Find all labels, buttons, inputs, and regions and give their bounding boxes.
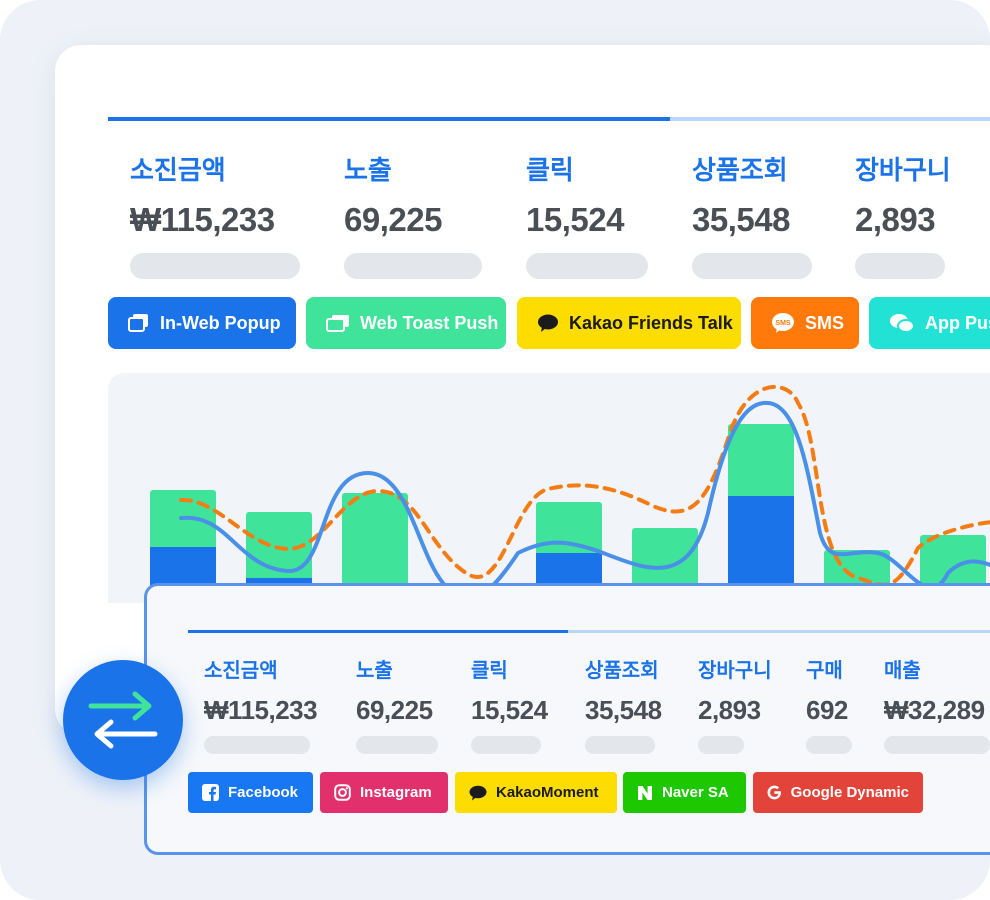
chat-bubble-icon xyxy=(469,785,487,800)
chip-label: Instagram xyxy=(360,784,432,801)
chart-svg xyxy=(150,384,990,603)
sms-icon: SMS xyxy=(772,313,794,333)
metric-value: 2,893 xyxy=(698,695,761,725)
metric-value: 35,548 xyxy=(692,201,790,238)
chip-instagram[interactable]: Instagram xyxy=(320,772,448,813)
chip-label: App Push xyxy=(925,312,990,333)
metric-value: 69,225 xyxy=(356,695,433,725)
ad-metric-impressions: 노출 69,225 xyxy=(356,654,438,754)
metric-skeleton-bar xyxy=(884,736,990,754)
svg-text:SMS: SMS xyxy=(775,320,791,327)
metric-skeleton-bar xyxy=(344,253,482,279)
metric-skeleton-bar xyxy=(471,736,541,754)
ad-metric-revenue: 매출 ₩32,289 xyxy=(884,654,990,754)
toast-icon xyxy=(326,315,349,332)
chip-naver-sa[interactable]: Naver SA xyxy=(623,772,746,813)
ad-metric-purchase: 구매 692 xyxy=(806,654,852,754)
bar-3-green xyxy=(342,493,408,603)
metric-clicks: 클릭 15,524 xyxy=(526,150,648,279)
metric-label: 장바구니 xyxy=(698,660,772,682)
metric-impressions: 노출 69,225 xyxy=(344,150,482,279)
ad-metric-product-views: 상품조회 35,548 xyxy=(585,654,662,754)
progress-bar-secondary xyxy=(188,630,990,633)
metric-value: ₩115,233 xyxy=(204,695,318,725)
metric-value: 692 xyxy=(806,695,848,725)
metric-value: 15,524 xyxy=(526,201,624,238)
metric-value: 69,225 xyxy=(344,201,442,238)
metric-label: 소진금액 xyxy=(130,155,226,185)
dashed-trend-line xyxy=(179,384,990,587)
metric-label: 장바구니 xyxy=(855,155,951,185)
performance-chart xyxy=(108,373,990,603)
metric-label: 매출 xyxy=(884,660,921,682)
chip-facebook[interactable]: Facebook xyxy=(188,772,313,813)
ad-metric-clicks: 클릭 15,524 xyxy=(471,654,548,754)
metric-label: 소진금액 xyxy=(204,660,278,682)
ad-metric-cart: 장바구니 2,893 xyxy=(698,654,772,754)
metric-value: 35,548 xyxy=(585,695,662,725)
chip-web-toast-push[interactable]: Web Toast Push xyxy=(306,297,506,349)
metric-value: 15,524 xyxy=(471,695,548,725)
metric-product-views: 상품조회 35,548 xyxy=(692,150,812,279)
facebook-icon xyxy=(202,784,219,801)
metric-skeleton-bar xyxy=(356,736,438,754)
swap-arrows-icon xyxy=(88,691,158,749)
naver-icon xyxy=(638,785,652,800)
metric-skeleton-bar xyxy=(806,736,852,754)
metric-label: 상품조회 xyxy=(585,660,659,682)
metric-label: 상품조회 xyxy=(692,155,788,185)
metric-label: 클릭 xyxy=(471,660,508,682)
chat-bubbles-icon xyxy=(890,314,915,333)
instagram-icon xyxy=(334,784,351,801)
chip-kakao-friends-talk[interactable]: Kakao Friends Talk xyxy=(517,297,741,349)
metric-skeleton-bar xyxy=(526,253,648,279)
metric-label: 클릭 xyxy=(526,155,574,185)
chip-label: Google Dynamic xyxy=(790,784,909,801)
google-icon xyxy=(767,785,781,800)
metric-label: 노출 xyxy=(344,155,392,185)
bar-6-green xyxy=(728,424,794,499)
metric-skeleton-bar xyxy=(855,253,945,279)
chip-label: Kakao Friends Talk xyxy=(569,312,733,333)
popup-icon xyxy=(128,314,148,332)
progress-bar xyxy=(108,117,990,121)
chat-bubble-icon xyxy=(538,314,558,332)
metric-label: 구매 xyxy=(806,660,843,682)
chip-in-web-popup[interactable]: In-Web Popup xyxy=(108,297,296,349)
metric-label: 노출 xyxy=(356,660,393,682)
metric-spend: 소진금액 ₩115,233 xyxy=(130,150,300,279)
swap-button[interactable] xyxy=(63,660,183,780)
metric-skeleton-bar xyxy=(698,736,744,754)
metric-value: ₩32,289 xyxy=(884,695,985,725)
chip-label: SMS xyxy=(805,312,845,333)
chart-bars xyxy=(150,424,986,603)
solid-trend-line xyxy=(179,400,990,601)
chip-sms[interactable]: SMS SMS xyxy=(751,297,859,349)
metric-cart: 장바구니 2,893 xyxy=(855,150,951,279)
metric-skeleton-bar xyxy=(692,253,812,279)
chip-label: Facebook xyxy=(228,784,299,801)
metric-skeleton-bar xyxy=(585,736,655,754)
chip-google-dynamic[interactable]: Google Dynamic xyxy=(753,772,923,813)
metric-skeleton-bar xyxy=(204,736,310,754)
chip-label: Naver SA xyxy=(662,784,729,801)
chip-label: Web Toast Push xyxy=(360,312,499,333)
metric-value: ₩115,233 xyxy=(130,201,275,238)
ad-metric-spend: 소진금액 ₩115,233 xyxy=(204,654,318,754)
chip-label: In-Web Popup xyxy=(160,312,281,333)
chip-app-push[interactable]: App Push xyxy=(869,297,990,349)
chip-label: KakaoMoment xyxy=(496,784,599,801)
metric-skeleton-bar xyxy=(130,253,300,279)
metric-value: 2,893 xyxy=(855,201,936,238)
chip-kakao-moment[interactable]: KakaoMoment xyxy=(455,772,617,813)
